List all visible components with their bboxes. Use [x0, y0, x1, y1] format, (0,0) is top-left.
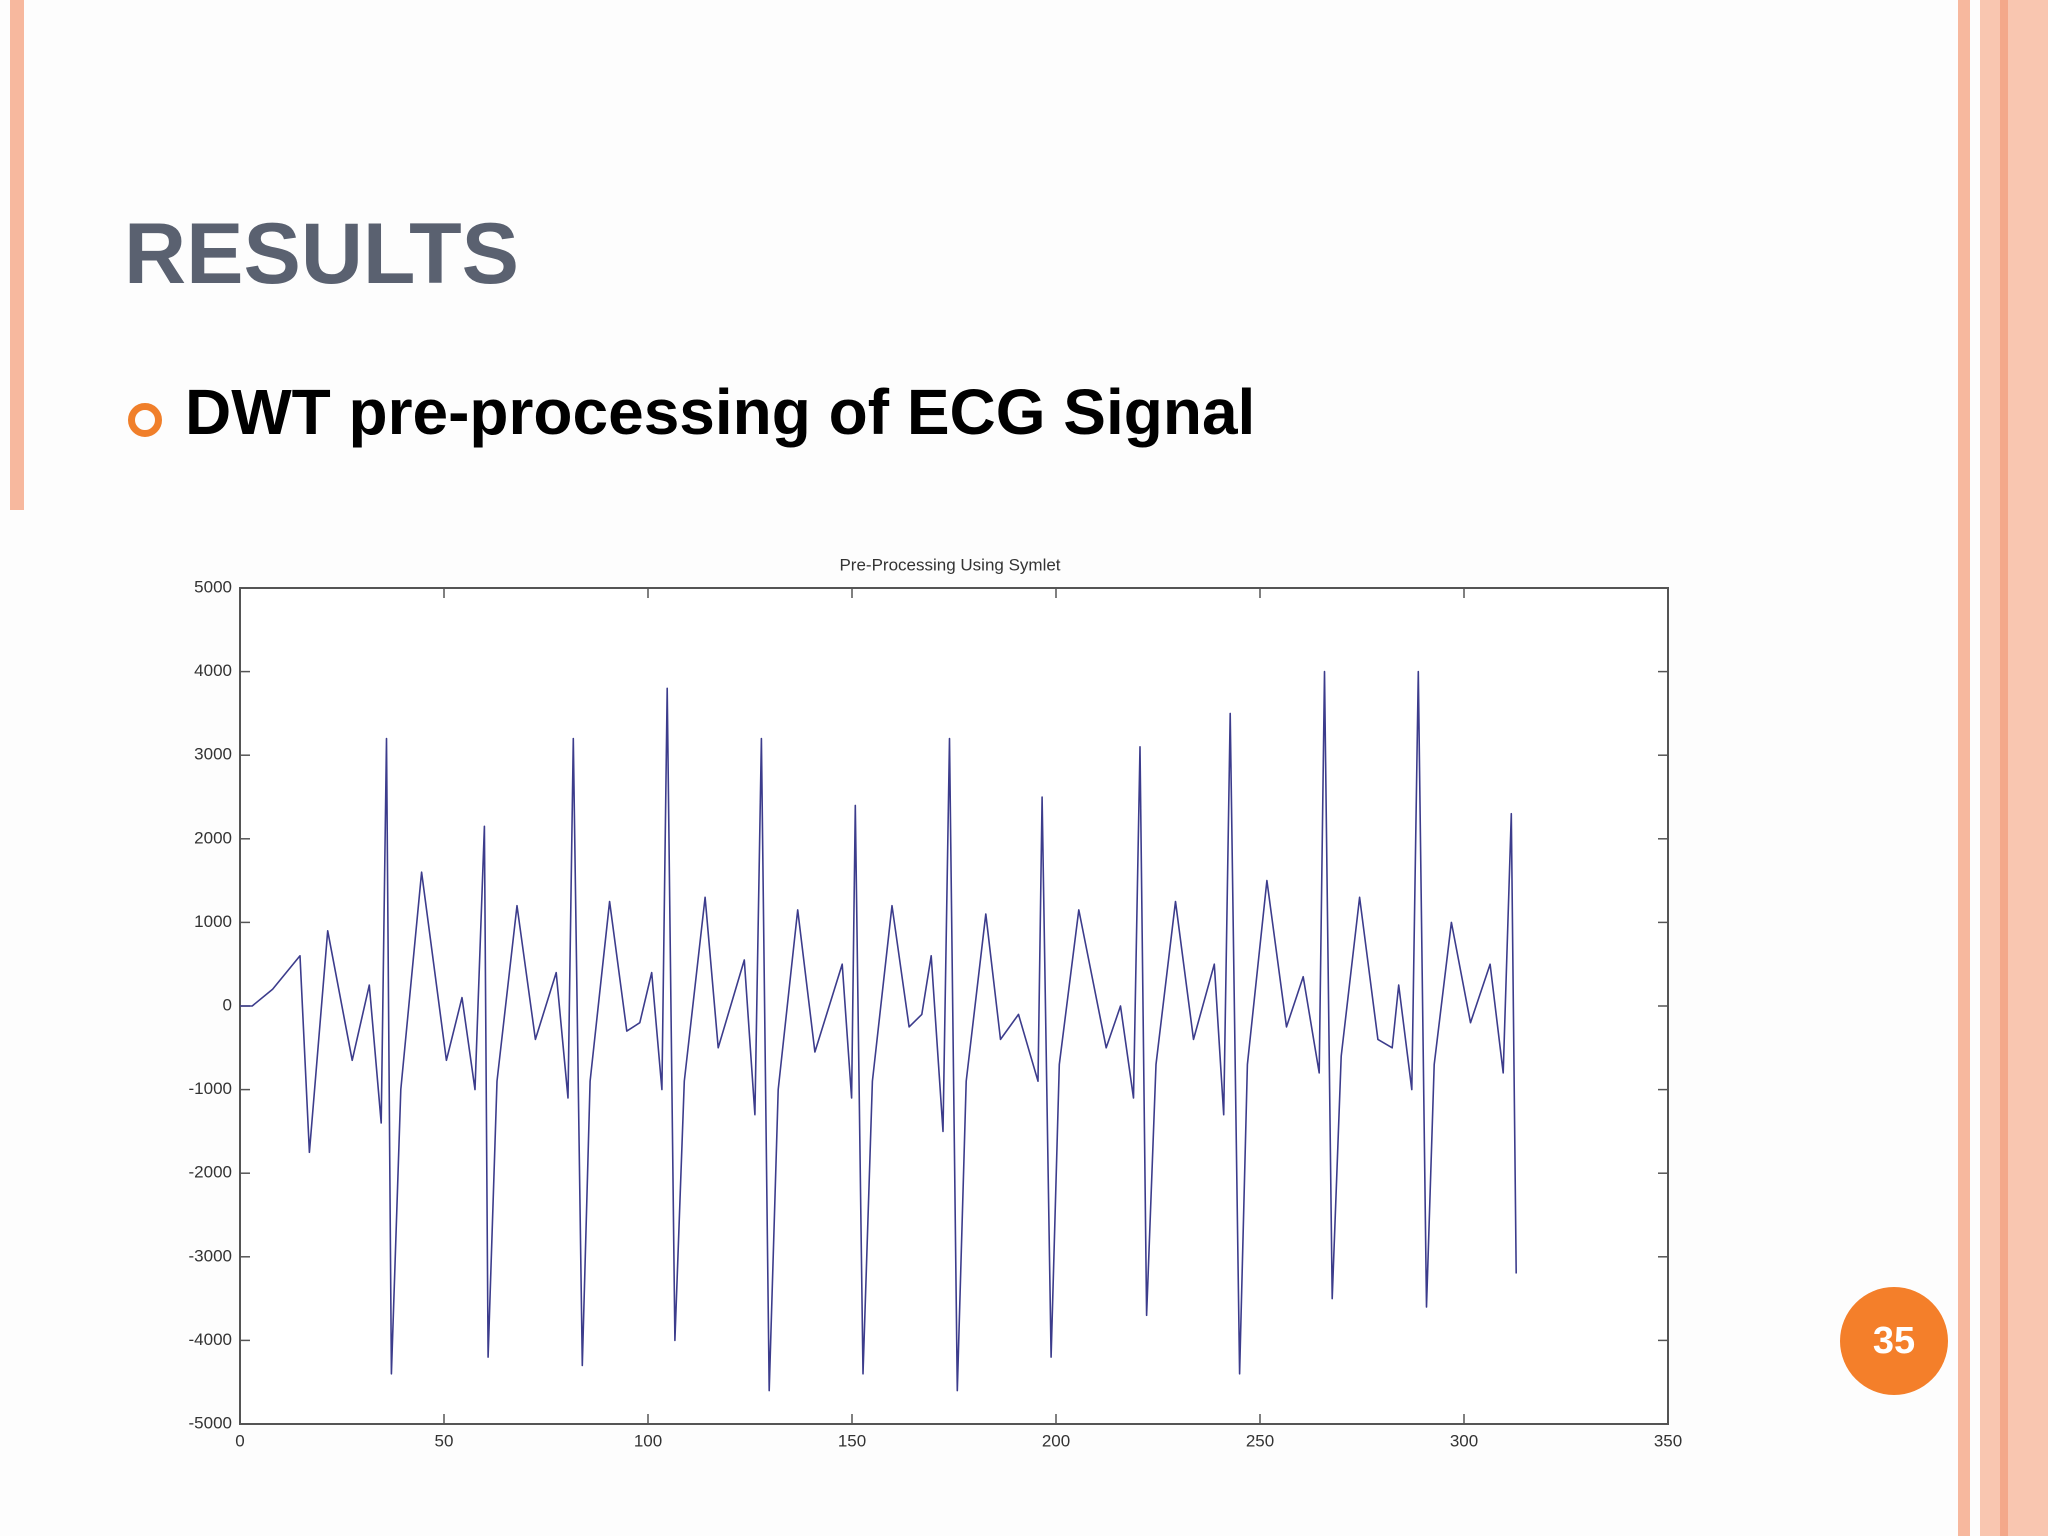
y-tick-label: -4000 — [189, 1330, 232, 1349]
y-tick-label: -3000 — [189, 1246, 232, 1265]
y-tick-label: 5000 — [194, 577, 232, 596]
x-tick-label: 150 — [838, 1431, 866, 1450]
x-tick-label: 0 — [235, 1431, 244, 1450]
right-stripe — [1958, 0, 1970, 1536]
y-tick-label: 4000 — [194, 661, 232, 680]
chart-title: Pre-Processing Using Symlet — [839, 555, 1060, 574]
bullet-icon — [128, 403, 162, 437]
y-tick-label: 3000 — [194, 745, 232, 764]
x-tick-label: 50 — [435, 1431, 454, 1450]
right-stripe — [2000, 0, 2008, 1536]
ecg-line — [240, 670, 1517, 1392]
y-tick-label: -5000 — [189, 1413, 232, 1432]
left-stripe — [10, 0, 24, 510]
y-tick-label: -2000 — [189, 1163, 232, 1182]
y-tick-label: 2000 — [194, 828, 232, 847]
y-tick-label: 0 — [223, 995, 232, 1014]
slide-title: RESULTS — [124, 206, 519, 302]
x-tick-label: 350 — [1654, 1431, 1682, 1450]
x-tick-label: 250 — [1246, 1431, 1274, 1450]
right-stripe — [1980, 0, 2048, 1536]
x-tick-label: 200 — [1042, 1431, 1070, 1450]
plot-frame — [239, 587, 1669, 1425]
x-tick-label: 100 — [634, 1431, 662, 1450]
y-tick-label: -1000 — [189, 1079, 232, 1098]
page-number: 35 — [1840, 1287, 1948, 1395]
bullet-text: DWT pre-processing of ECG Signal — [185, 376, 1256, 448]
x-tick-label: 300 — [1450, 1431, 1478, 1450]
y-tick-label: 1000 — [194, 912, 232, 931]
